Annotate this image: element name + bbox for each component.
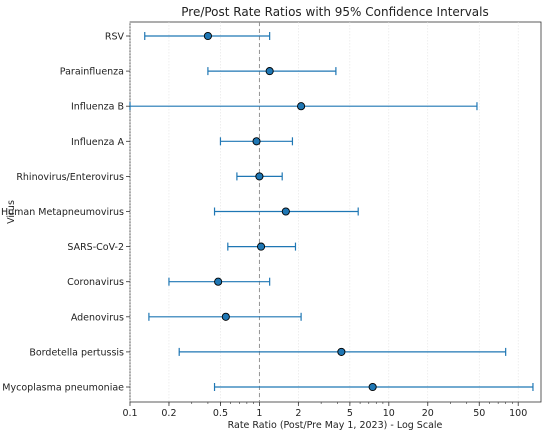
x-tick-label: 20 <box>422 408 434 419</box>
x-tick-label: 1 <box>256 408 262 419</box>
x-tick-label: 5 <box>347 408 353 419</box>
point-estimate <box>252 137 261 146</box>
x-tick-label: 0.5 <box>213 408 228 419</box>
point-estimate <box>255 172 264 181</box>
point-estimate <box>368 382 377 392</box>
y-category-label: Adenovirus <box>71 312 124 323</box>
point-estimate <box>203 31 212 41</box>
y-category-label: Parainfluenza <box>60 67 124 78</box>
x-tick-label: 0.1 <box>122 408 137 419</box>
y-category-label: Influenza B <box>71 102 124 113</box>
y-category-label: Bordetella pertussis <box>29 347 124 358</box>
point-estimate <box>337 347 346 356</box>
x-axis-ticks: 0.1 0.2 0.5 1 2 5 10 20 50 100 <box>122 402 527 419</box>
y-category-label: Rhinovirus/Enterovirus <box>16 172 124 183</box>
x-tick-label: 10 <box>383 408 395 419</box>
y-category-label: Human Metapneumovirus <box>1 207 124 218</box>
x-tick-label: 2 <box>295 408 301 419</box>
x-tick-label: 100 <box>509 408 527 419</box>
y-category-label: Coronavirus <box>67 277 124 288</box>
y-category-label: Mycoplasma pneumoniae <box>2 383 124 394</box>
y-axis-title: Virus <box>6 200 17 224</box>
y-category-label: Influenza A <box>71 137 125 148</box>
chart-title: Pre/Post Rate Ratios with 95% Confidence… <box>181 5 489 19</box>
point-estimate <box>265 67 274 76</box>
x-tick-label: 0.2 <box>161 408 176 419</box>
point-estimate <box>281 207 290 216</box>
x-tick-label: 50 <box>473 408 485 419</box>
y-category-label: SARS-CoV-2 <box>67 242 124 253</box>
point-estimate <box>221 312 230 321</box>
y-axis-labels: RSV Parainfluenza Influenza B Influenza A Rh… <box>1 32 130 394</box>
y-category-label: RSV <box>105 32 125 43</box>
point-estimate <box>257 242 266 251</box>
point-estimate <box>214 277 223 286</box>
data-marks <box>129 31 534 392</box>
x-axis-title: Rate Ratio (Post/Pre May 1, 2023) - Log … <box>228 420 443 431</box>
point-estimate <box>297 102 306 111</box>
